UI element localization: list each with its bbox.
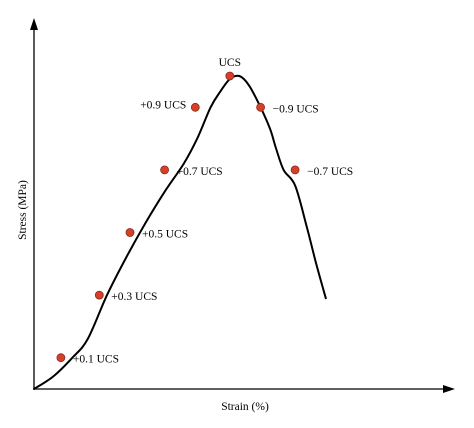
data-point-label: UCS [219, 57, 241, 69]
data-point-label: −0.9 UCS [273, 103, 319, 115]
data-point-label: +0.7 UCS [177, 166, 223, 178]
data-point-label: −0.7 UCS [307, 166, 353, 178]
data-point-marker [94, 290, 104, 300]
axes [30, 18, 455, 393]
data-point-marker [125, 228, 135, 237]
y-axis-title: Stress (MPa) [17, 180, 29, 240]
x-axis-title: Strain (%) [221, 401, 269, 413]
data-point-label: +0.3 UCS [111, 291, 157, 303]
data-point-label: +0.1 UCS [73, 354, 119, 366]
marker-group [56, 71, 300, 363]
data-point-marker [256, 102, 266, 112]
label-group: +0.1 UCS +0.3 UCS +0.5 UCS +0.7 UCS +0.9 UCS… [73, 57, 353, 366]
data-point-label: +0.5 UCS [142, 229, 188, 241]
data-point-marker [225, 71, 235, 81]
data-point-marker [56, 353, 66, 363]
data-point-label: +0.9 UCS [140, 99, 186, 111]
stress-strain-curve [33, 74, 327, 390]
data-point-marker [290, 165, 300, 175]
x-axis-arrow [443, 385, 455, 393]
y-axis-arrow [30, 18, 38, 30]
data-point-marker [160, 165, 170, 175]
data-point-marker [190, 102, 200, 112]
